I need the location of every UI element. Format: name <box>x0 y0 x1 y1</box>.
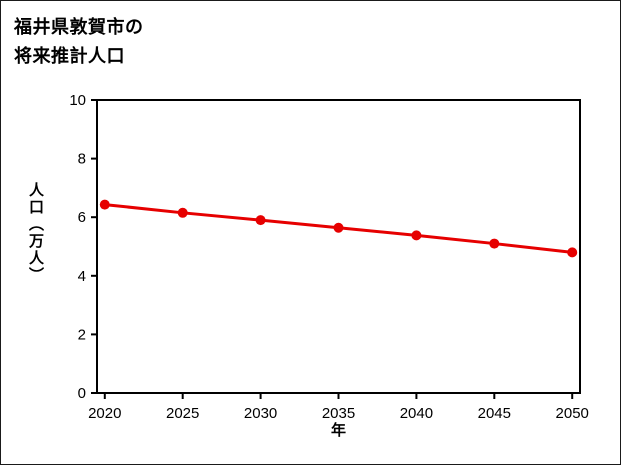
data-point-2020 <box>99 199 110 210</box>
x-tick-label: 2040 <box>400 405 433 422</box>
x-tick-label: 2045 <box>478 405 511 422</box>
y-tick-label: 8 <box>78 151 86 168</box>
x-tick-label: 2020 <box>88 405 121 422</box>
y-tick-label: 2 <box>78 326 86 343</box>
y-tick-label: 0 <box>78 385 86 402</box>
chart-title: 福井県敦賀市の 将来推計人口 <box>14 13 144 71</box>
x-tick-label: 2030 <box>244 405 277 422</box>
data-point-2035 <box>333 222 344 233</box>
data-point-2030 <box>255 215 266 226</box>
chart-title-line2: 将来推計人口 <box>14 46 125 66</box>
x-tick-label: 2025 <box>166 405 199 422</box>
y-tick-label: 6 <box>78 209 86 226</box>
plot-border <box>96 99 581 394</box>
y-tick-label: 4 <box>78 268 86 285</box>
x-axis-label: 年 <box>330 422 346 439</box>
data-point-2050 <box>567 247 578 258</box>
x-tick-label: 2035 <box>322 405 355 422</box>
x-tick-label: 2050 <box>556 405 589 422</box>
data-point-2045 <box>489 238 500 249</box>
data-point-2040 <box>411 230 422 241</box>
data-point-2025 <box>177 207 188 218</box>
y-axis-label: 人口（万人） <box>27 182 44 284</box>
chart-title-line1: 福井県敦賀市の <box>14 17 144 37</box>
y-tick-label: 10 <box>69 92 86 109</box>
